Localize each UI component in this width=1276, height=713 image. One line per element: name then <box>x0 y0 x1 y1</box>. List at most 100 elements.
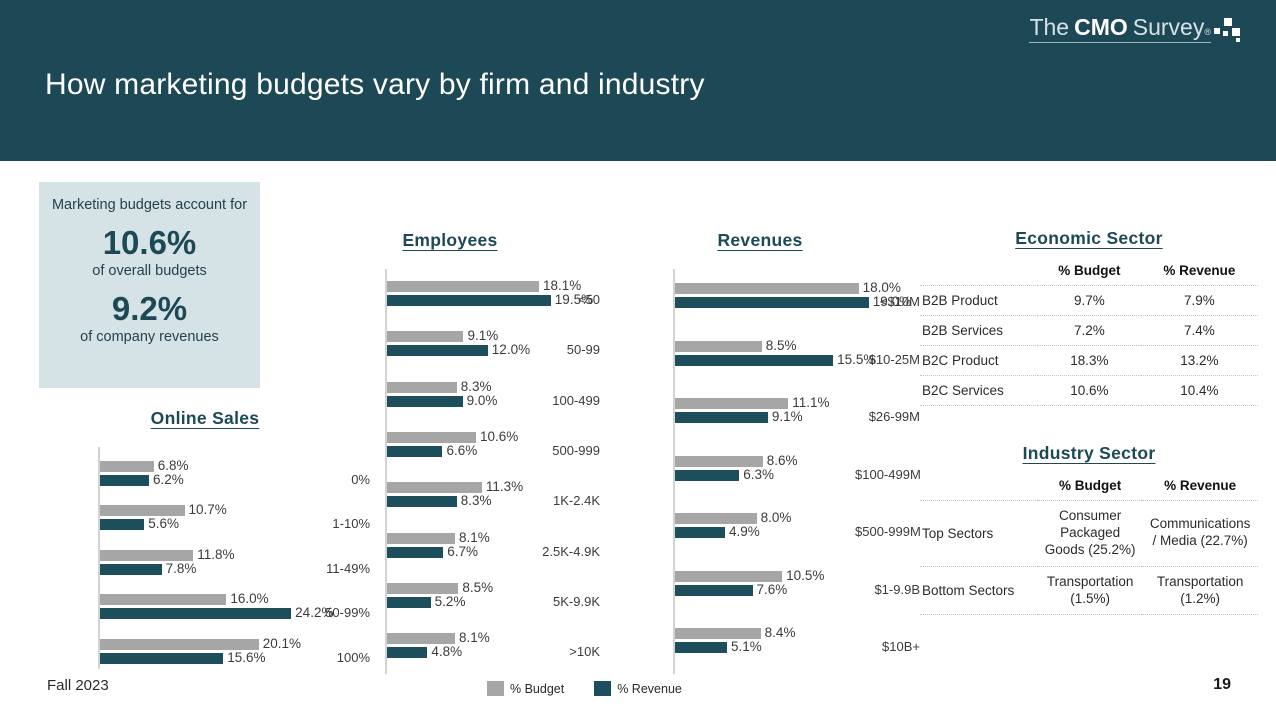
bar-budget <box>387 381 457 393</box>
bar-value-budget: 8.5% <box>462 579 494 595</box>
bar-value-budget: 10.7% <box>188 502 227 518</box>
bar-value-budget: 18.0% <box>862 280 901 295</box>
bar-revenue <box>387 496 457 508</box>
bar-value-budget: 8.4% <box>764 625 796 640</box>
category-label: 50-99% <box>325 605 370 621</box>
bar-value-revenue: 7.6% <box>756 581 788 597</box>
chart-axis-line <box>98 447 100 669</box>
table-cell-budget: 10.6% <box>1038 375 1141 406</box>
plot-area-revenues: <$10M 18.0% 19.0% $10-25M 8.5% 15.5% $26-99M 11… <box>600 269 921 674</box>
bar-value-revenue: 15.6% <box>227 649 266 665</box>
industry-sector-table: % Budget % Revenue Top Sectors Consumer P… <box>920 478 1258 616</box>
bar-revenue <box>387 647 428 659</box>
table-cell-revenue: 7.4% <box>1140 315 1258 346</box>
chart-title-revenues: Revenues <box>717 230 803 250</box>
category-label: 100% <box>336 649 370 665</box>
legend-item-budget: % Budget <box>487 681 564 696</box>
bar-revenue <box>675 297 869 308</box>
logo-cmo-text: CMO <box>1074 14 1128 40</box>
table-cell-revenue: 13.2% <box>1140 345 1258 376</box>
col-header-blank <box>920 478 1038 501</box>
bar-revenue <box>387 596 431 608</box>
table-row: Top Sectors Consumer Packaged Goods (25.2… <box>920 500 1258 567</box>
chart-online-sales: Online Sales 0% 6.8% 6.2% 1-10% 10.7% 5.6% 11-… <box>40 408 370 669</box>
bar-value-revenue: 6.6% <box>446 442 478 458</box>
bar-budget <box>387 431 477 443</box>
bar-revenue <box>675 527 725 538</box>
bar-revenue <box>100 563 162 575</box>
bar-value-revenue: 4.9% <box>728 524 760 539</box>
bar-revenue <box>675 354 834 366</box>
page-number: 19 <box>1213 676 1231 693</box>
bar-budget <box>675 398 789 409</box>
bar-budget <box>387 281 540 292</box>
stat-revenue-value: 9.2% <box>111 289 188 327</box>
col-header-budget: % Budget <box>1059 478 1122 493</box>
bar-value-budget: 11.1% <box>792 395 830 410</box>
bar-value-revenue: 9.1% <box>771 409 803 424</box>
bar-value-revenue: 24.2% <box>295 605 334 621</box>
cmo-survey-logo: The CMO Survey ® <box>1029 16 1244 44</box>
category-label: <50 <box>577 292 600 307</box>
stat-lead-text: Marketing budgets account for <box>51 197 248 213</box>
col-header-revenue: % Revenue <box>1164 478 1237 493</box>
table-cell-revenue: Communications / Media (22.7%) <box>1142 500 1258 567</box>
legend-swatch-revenue-icon <box>594 681 612 696</box>
bar-budget <box>675 628 761 639</box>
table-cell-label: B2B Product <box>920 285 1038 316</box>
bar-value-budget: 18.1% <box>543 278 582 293</box>
category-label: 2.5K-4.9K <box>542 543 600 559</box>
chart-axis-line <box>673 269 675 674</box>
bar-value-revenue: 6.3% <box>743 466 775 482</box>
bar-revenue <box>387 295 551 306</box>
table-row: Bottom Sectors Transportation (1.5%) Trans… <box>920 565 1258 616</box>
bar-value-revenue: 6.2% <box>152 472 184 487</box>
category-label: >10K <box>569 644 600 660</box>
table-cell-budget: 18.3% <box>1038 345 1141 376</box>
table-cell-label: Bottom Sectors <box>920 565 1038 616</box>
category-label: $10B+ <box>882 639 920 654</box>
bar-value-budget: 10.6% <box>480 428 519 444</box>
bar-budget <box>387 582 459 594</box>
category-label: 5K-9.9K <box>553 593 600 609</box>
logo-dots-icon <box>1214 18 1244 44</box>
col-header-blank <box>920 263 1038 286</box>
bar-budget <box>675 340 762 352</box>
bar-value-budget: 8.0% <box>760 510 792 525</box>
page-title: How marketing budgets vary by firm and i… <box>45 68 705 101</box>
bar-value-revenue: 4.8% <box>431 644 463 660</box>
bar-value-budget: 8.6% <box>766 452 798 468</box>
chart-title-online-sales: Online Sales <box>150 408 260 428</box>
table-header-row: % Budget % Revenue <box>920 263 1258 286</box>
bar-revenue <box>100 475 149 486</box>
bar-revenue <box>100 519 145 531</box>
bar-budget <box>387 532 456 544</box>
legend-label-revenue: % Revenue <box>617 681 682 696</box>
col-header-budget: % Budget <box>1058 263 1121 278</box>
bar-revenue <box>387 546 444 558</box>
stat-budget-caption: of overall budgets <box>92 262 207 279</box>
bar-value-budget: 8.5% <box>765 337 797 353</box>
bar-budget <box>675 283 859 294</box>
table-cell-label: B2C Services <box>920 375 1038 406</box>
chart-title-employees: Employees <box>402 230 498 250</box>
chart-employees: Employees <50 18.1% 19.5% 50-99 9.1% 12.0% 100… <box>300 230 600 674</box>
stat-revenue-caption: of company revenues <box>80 328 219 345</box>
bar-value-budget: 11.3% <box>485 479 524 495</box>
bar-budget <box>100 461 154 472</box>
table-cell-revenue: Transportation (1.2%) <box>1142 565 1258 616</box>
registered-trademark-icon: ® <box>1204 27 1211 37</box>
bar-budget <box>100 505 185 517</box>
category-label: $26-99M <box>868 409 920 424</box>
industry-sector-title: Industry Sector <box>1022 443 1156 463</box>
bar-value-revenue: 9.0% <box>466 392 498 408</box>
table-row: B2C Services 10.6% 10.4% <box>920 375 1258 406</box>
bar-budget <box>675 455 763 467</box>
bar-budget <box>387 633 456 645</box>
logo-wordmark: The CMO Survey ® <box>1029 16 1211 43</box>
category-label: <$10M <box>879 294 920 309</box>
category-label: $10-25M <box>868 351 920 367</box>
bar-revenue <box>675 412 768 423</box>
category-label: $500-999M <box>855 524 921 539</box>
bar-revenue <box>675 469 740 481</box>
